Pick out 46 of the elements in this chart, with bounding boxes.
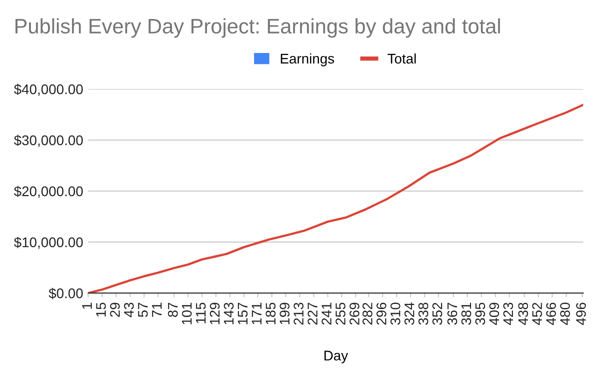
x-tick-label: 185 (266, 302, 276, 324)
x-tick-label: 324 (404, 302, 414, 325)
x-tick-label: 57 (138, 302, 148, 318)
x-tick-label: 367 (447, 302, 458, 325)
x-tick-label: 15 (96, 302, 106, 317)
x-tick-label: 269 (350, 302, 360, 325)
x-tick-label: 409 (489, 302, 500, 325)
x-tick-label: 338 (418, 302, 428, 325)
x-tick-label: 282 (362, 302, 372, 325)
x-tick-label: 423 (503, 302, 514, 325)
x-axis-title: Day (324, 350, 348, 364)
x-tick-label: 255 (336, 302, 346, 325)
y-tick-label: $30,000.00 (14, 134, 83, 147)
x-tick-label: 496 (576, 302, 586, 325)
x-tick-label: 381 (461, 302, 472, 325)
legend-label: Total (388, 53, 416, 64)
x-tick-label: 157 (238, 302, 248, 324)
x-tick-label: 352 (432, 302, 442, 325)
x-tick-label: 241 (322, 302, 332, 325)
x-tick-label: 129 (210, 302, 220, 324)
x-tick-label: 87 (168, 302, 178, 317)
x-tick-label: 227 (308, 302, 318, 325)
y-tick-label: $10,000.00 (14, 236, 83, 249)
x-tick-label: 296 (376, 302, 386, 325)
x-tick-label: 1 (82, 302, 92, 309)
x-tick-label: 395 (475, 302, 486, 325)
x-tick-label: 310 (390, 302, 400, 325)
x-tick-label: 143 (224, 302, 234, 324)
x-tick-label: 43 (124, 302, 134, 318)
x-tick-label: 199 (280, 302, 290, 324)
x-tick-label: 101 (182, 302, 192, 324)
y-tick-label: $40,000.00 (14, 84, 83, 96)
y-tick-label: $0.00 (48, 288, 83, 300)
x-tick-label: 171 (252, 302, 262, 324)
chart-title: Publish Every Day Project: Earnings by day and total (16, 18, 500, 38)
legend-label: Earnings (280, 53, 334, 66)
x-tick-label: 115 (196, 302, 206, 324)
x-tick-label: 213 (294, 302, 304, 325)
y-tick-label: $20,000.00 (14, 186, 83, 198)
x-tick-label: 466 (546, 302, 556, 325)
x-tick-label: 71 (152, 302, 162, 317)
x-tick-label: 29 (110, 302, 120, 317)
x-tick-label: 438 (518, 302, 528, 325)
x-tick-label: 480 (560, 302, 570, 325)
x-tick-label: 452 (532, 302, 542, 325)
line-series (88, 104, 584, 294)
